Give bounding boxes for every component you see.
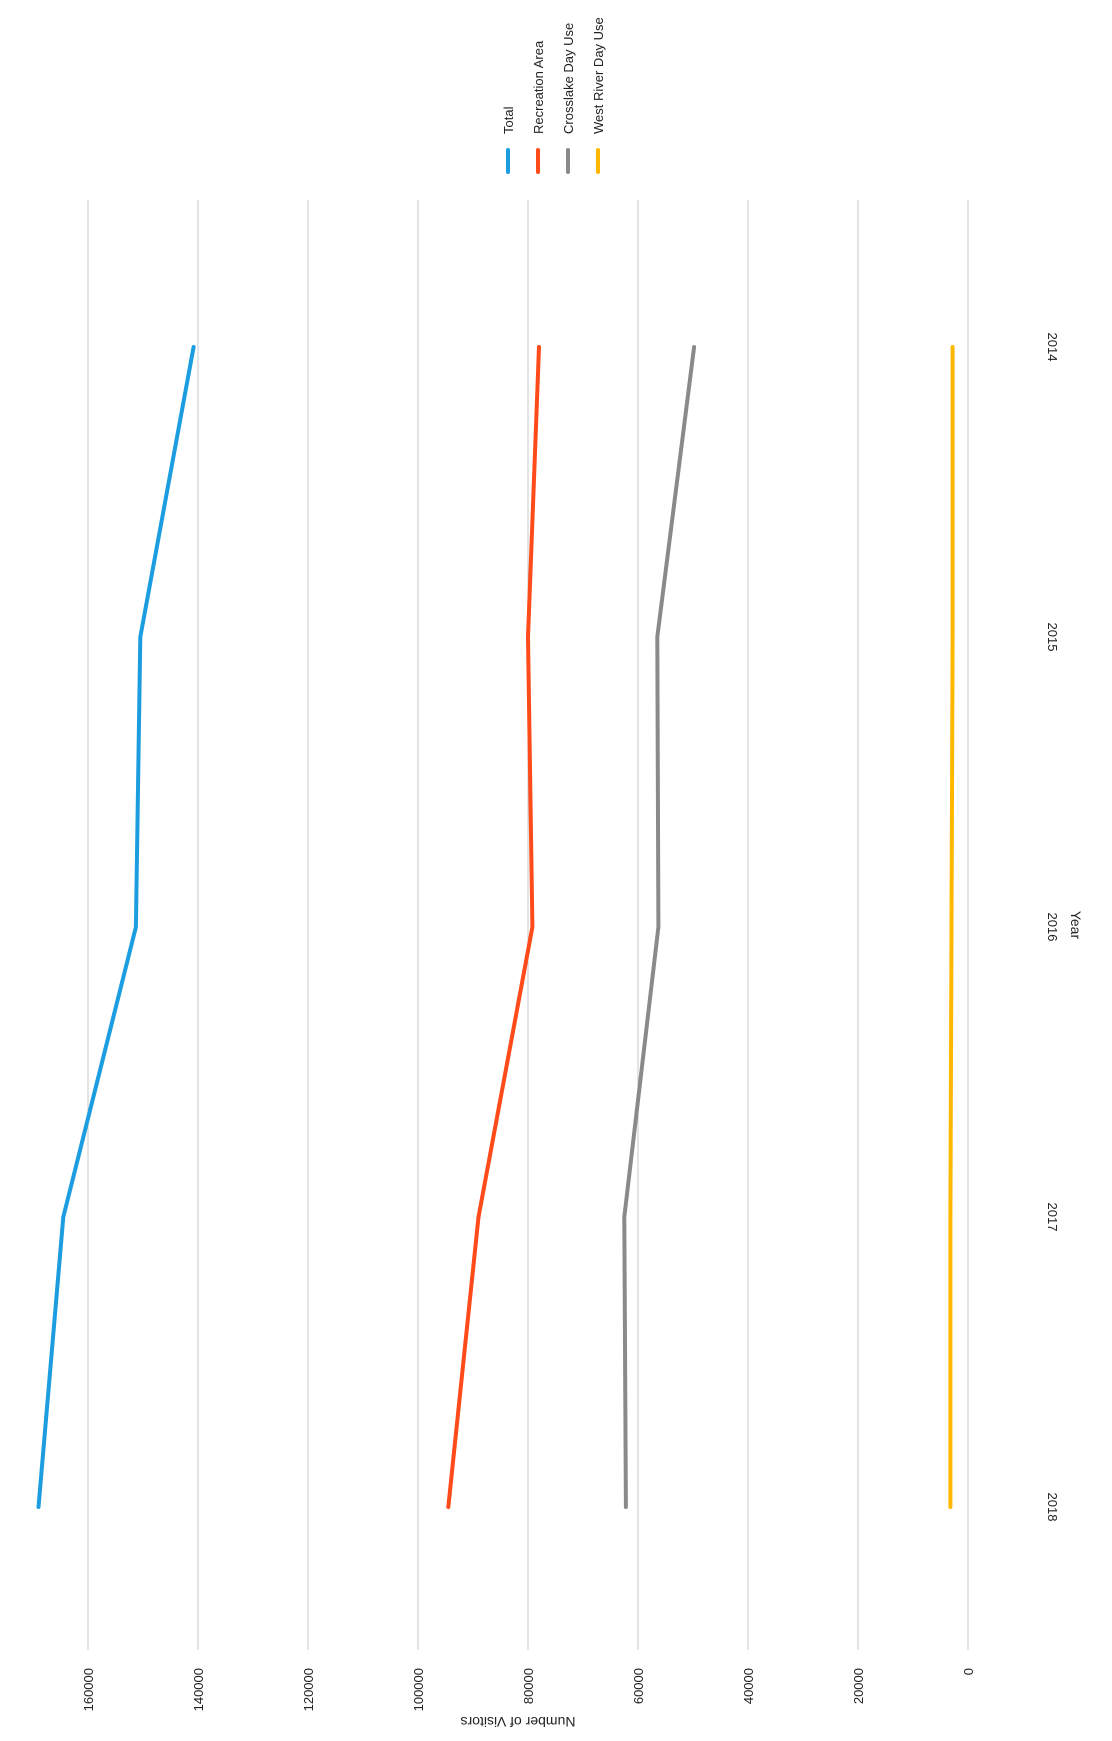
y-axis-ticks: 0 20000 40000 60000 80000 100000 120000 140000 1… xyxy=(81,1668,976,1711)
gridlines xyxy=(87,200,969,1650)
y-axis-title: Number of Visitors xyxy=(461,1714,576,1730)
series-line-crosslake-day-use xyxy=(622,345,697,1509)
y-tick-label: 0 xyxy=(961,1668,976,1675)
x-tick-label: 2014 xyxy=(1045,333,1060,362)
legend-label: Total xyxy=(501,106,516,134)
y-tick-label: 20000 xyxy=(851,1668,866,1704)
x-tick-label: 2015 xyxy=(1045,623,1060,652)
x-tick-label: 2017 xyxy=(1045,1203,1060,1232)
x-tick-label: 2018 xyxy=(1045,1493,1060,1522)
y-tick-label: 100000 xyxy=(411,1668,426,1711)
series-line-recreation-area xyxy=(446,345,541,1509)
legend: Total Recreation Area Crosslake Day Use Wes… xyxy=(501,17,606,174)
x-axis-title: Year xyxy=(1068,911,1084,940)
series-line-total xyxy=(36,345,196,1509)
legend-label: Recreation Area xyxy=(531,40,546,134)
series-lines xyxy=(36,345,955,1509)
y-tick-label: 80000 xyxy=(521,1668,536,1704)
y-tick-label: 160000 xyxy=(81,1668,96,1711)
y-tick-label: 120000 xyxy=(301,1668,316,1711)
y-tick-label: 140000 xyxy=(191,1668,206,1711)
y-tick-label: 60000 xyxy=(631,1668,646,1704)
x-tick-label: 2016 xyxy=(1045,913,1060,942)
legend-label: West River Day Use xyxy=(591,17,606,134)
legend-label: Crosslake Day Use xyxy=(561,23,576,134)
x-axis-ticks: 2014 2015 2016 2017 2018 xyxy=(1045,333,1060,1522)
series-line-west-river-day-use xyxy=(948,345,955,1509)
y-tick-label: 40000 xyxy=(741,1668,756,1704)
